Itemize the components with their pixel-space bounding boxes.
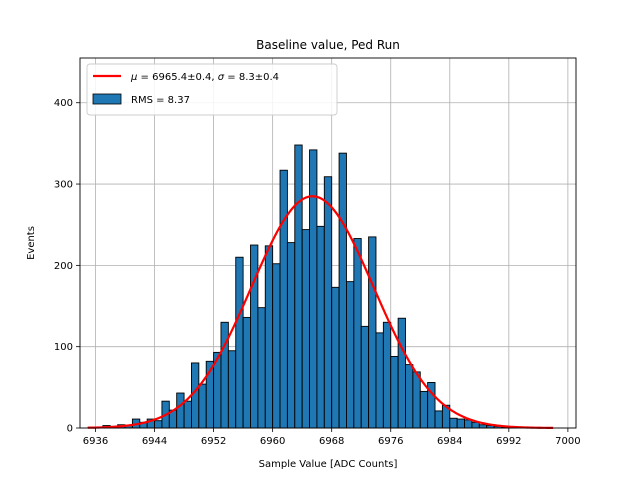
- histogram-bar: [419, 390, 429, 429]
- y-tick-label: 0: [67, 424, 73, 435]
- legend-histogram-swatch: [92, 93, 122, 105]
- histogram-bar: [309, 149, 318, 429]
- x-tick-label: 6936: [83, 436, 108, 447]
- histogram-bar: [264, 245, 274, 429]
- histogram-bar: [382, 321, 392, 429]
- histogram-bar: [316, 225, 325, 429]
- x-tick-label: 6968: [319, 436, 344, 447]
- y-axis-ticks: 0 100 200 300 400: [54, 98, 80, 435]
- histogram-bar: [412, 371, 421, 429]
- histogram-bar: [360, 325, 370, 429]
- histogram-bar: [227, 350, 237, 429]
- histogram-bar: [478, 424, 488, 429]
- x-tick-label: 6944: [142, 436, 167, 447]
- legend-fit-label: μ = 6965.4±0.4, σ = 8.3±0.4: [130, 72, 279, 83]
- histogram-bar: [286, 242, 296, 429]
- histogram-bar: [434, 410, 443, 429]
- legend-sigma-symbol: σ =: [218, 72, 239, 83]
- histogram-bar: [338, 152, 347, 429]
- legend-mu-value: 6965.4±0.4,: [152, 72, 218, 83]
- x-tick-label: 6952: [201, 436, 226, 447]
- histogram-bar: [198, 383, 207, 429]
- y-tick-label: 100: [54, 342, 73, 353]
- histogram-bar: [405, 364, 414, 429]
- histogram-bar: [294, 144, 303, 429]
- legend-mu-symbol: μ =: [130, 72, 152, 83]
- legend-rms-label: RMS = 8.37: [131, 95, 190, 106]
- histogram-bar: [456, 418, 465, 429]
- x-tick-label: 7000: [555, 436, 580, 447]
- x-tick-label: 6976: [378, 436, 403, 447]
- y-tick-label: 400: [54, 98, 73, 109]
- x-tick-label: 6960: [260, 436, 285, 447]
- legend-box: [86, 63, 338, 116]
- histogram-bar: [397, 317, 406, 429]
- histogram-bar: [257, 307, 266, 429]
- histogram-bar: [183, 400, 192, 429]
- histogram-bars: [87, 144, 517, 429]
- y-tick-label: 200: [54, 261, 73, 272]
- histogram-bar: [464, 419, 473, 429]
- histogram-bar: [323, 176, 333, 429]
- histogram-bar: [471, 421, 480, 429]
- histogram-bar: [272, 263, 281, 429]
- histogram-bar: [235, 256, 244, 429]
- y-axis-title: Events: [26, 226, 37, 260]
- histogram-bar: [176, 392, 185, 429]
- x-tick-label: 6992: [496, 436, 521, 447]
- plot-frame: [79, 57, 577, 429]
- histogram-bar: [346, 281, 355, 429]
- histogram-bar: [375, 332, 384, 429]
- legend: μ = 6965.4±0.4, σ = 8.3±0.4 RMS = 8.37: [86, 63, 338, 116]
- histogram-bar: [301, 229, 310, 429]
- histogram-bar: [353, 238, 362, 429]
- gaussian-fit-curve: [88, 195, 554, 429]
- histogram-bar: [390, 355, 399, 429]
- histogram-bar: [279, 169, 288, 429]
- histogram-bar: [331, 286, 340, 429]
- histogram-bar: [368, 236, 377, 429]
- histogram-bar: [242, 316, 251, 429]
- chart-title: Baseline value, Ped Run: [256, 38, 400, 52]
- y-tick-label: 300: [54, 180, 73, 191]
- histogram-bar: [154, 420, 163, 429]
- x-axis-title: Sample Value [ADC Counts]: [259, 459, 398, 470]
- x-tick-label: 6984: [437, 436, 462, 447]
- legend-sigma-value: 8.3±0.4: [239, 72, 279, 83]
- histogram-bar: [449, 417, 458, 429]
- x-axis-ticks: 6936 6944 6952 6960 6968 6976 6984 6992 7000: [83, 428, 581, 447]
